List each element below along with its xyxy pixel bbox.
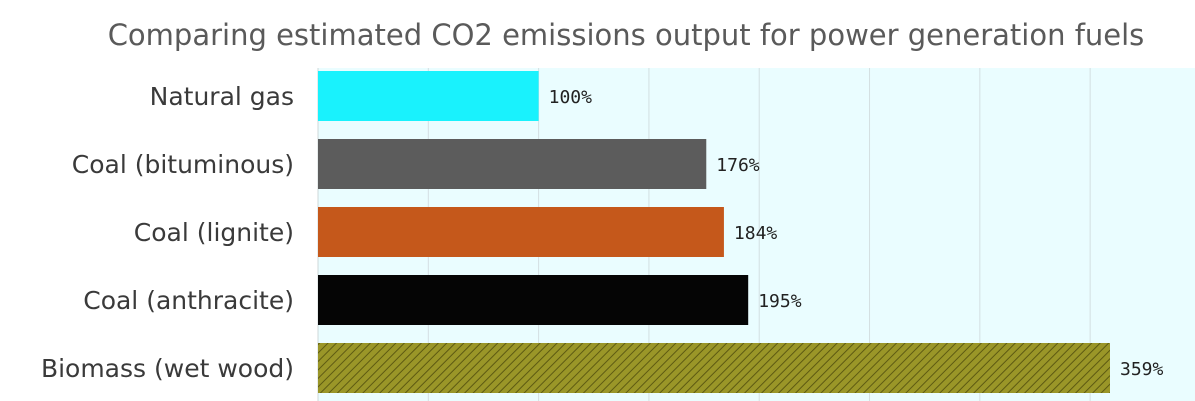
- bar-coal-anthracite: [318, 275, 749, 325]
- value-label: 184%: [734, 223, 778, 244]
- value-label: 100%: [549, 87, 593, 108]
- bar-coal-lignite: [318, 207, 724, 257]
- value-labels: 100% 176% 184% 195% 359%: [549, 87, 1164, 380]
- bar-natural-gas: [318, 71, 539, 121]
- value-label: 176%: [716, 155, 760, 176]
- category-label: Coal (bituminous): [72, 150, 294, 179]
- bar-coal-bituminous: [318, 139, 707, 189]
- category-label: Coal (anthracite): [83, 286, 294, 315]
- bar-biomass-wet-wood: [318, 343, 1110, 393]
- category-label: Natural gas: [150, 82, 294, 111]
- category-label: Coal (lignite): [134, 218, 294, 247]
- category-label: Biomass (wet wood): [41, 354, 294, 383]
- value-label: 359%: [1120, 359, 1164, 380]
- value-label: 195%: [758, 291, 802, 312]
- bars: [318, 71, 1110, 393]
- chart-title: Comparing estimated CO2 emissions output…: [108, 18, 1145, 52]
- category-labels: Natural gas Coal (bituminous) Coal (lignit…: [41, 82, 294, 383]
